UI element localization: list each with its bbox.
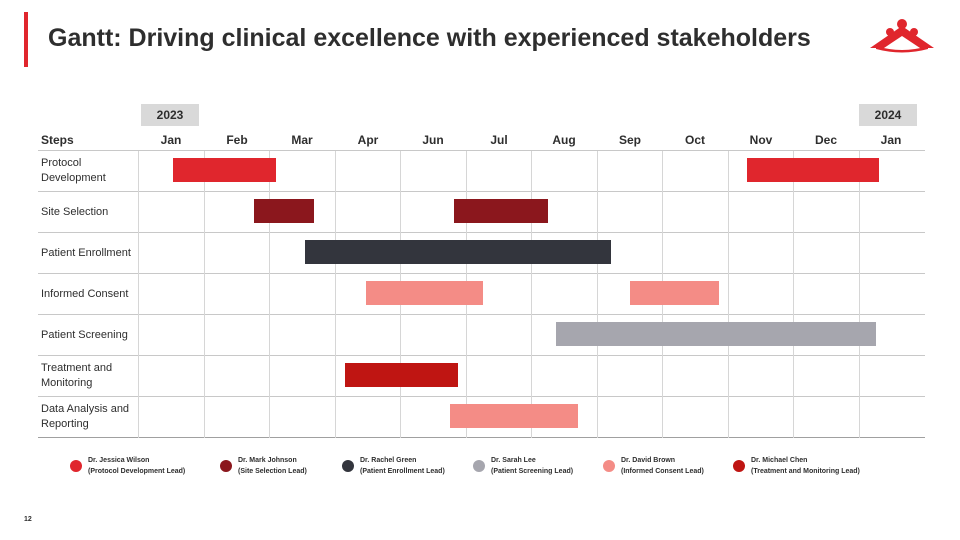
- grid-row-line: [38, 273, 925, 274]
- gantt-bar-protocol-development[interactable]: [747, 158, 879, 182]
- grid-row-line: [38, 437, 925, 438]
- legend-item: Dr. Rachel Green (Patient Enrollment Lead…: [342, 455, 445, 477]
- gantt-bar-protocol-development[interactable]: [173, 158, 276, 182]
- legend-dot-icon: [603, 460, 615, 472]
- grid-row-line: [38, 396, 925, 397]
- legend-item: Dr. Jessica Wilson (Protocol Development …: [70, 455, 185, 477]
- month-header: Jan: [880, 133, 902, 147]
- grid-row-line: [38, 150, 925, 151]
- step-label-site-selection: Site Selection: [41, 206, 109, 218]
- grid-column-line: [597, 151, 598, 438]
- step-label-treatment-monitoring: Treatment and Monitoring: [41, 362, 113, 389]
- month-header: Jan: [160, 133, 182, 147]
- step-label-protocol-development: Protocol Development: [41, 157, 106, 184]
- page-title: Gantt: Driving clinical excellence with …: [48, 24, 811, 52]
- legend-name: Dr. Michael Chen: [751, 457, 808, 464]
- legend-dot-icon: [342, 460, 354, 472]
- legend-name: Dr. Rachel Green: [360, 457, 417, 464]
- legend-dot-icon: [473, 460, 485, 472]
- step-label-informed-consent: Informed Consent: [41, 288, 129, 300]
- month-header: Apr: [357, 133, 379, 147]
- grid-row-line: [38, 314, 925, 315]
- legend-dot-icon: [733, 460, 745, 472]
- step-label-patient-enrollment: Patient Enrollment: [41, 247, 131, 259]
- legend-name: Dr. Mark Johnson: [238, 457, 297, 464]
- gantt-bar-data-analysis-reporting[interactable]: [450, 404, 578, 428]
- gantt-bar-patient-screening[interactable]: [556, 322, 876, 346]
- grid-column-line: [531, 151, 532, 438]
- legend-role: (Treatment and Monitoring Lead): [751, 468, 860, 475]
- month-header: Mar: [291, 133, 313, 147]
- grid-row-line: [38, 232, 925, 233]
- month-header: Jul: [490, 133, 508, 147]
- grid-column-line: [138, 151, 139, 438]
- gantt-bar-site-selection[interactable]: [254, 199, 314, 223]
- company-logo-icon: [870, 19, 934, 53]
- legend-dot-icon: [220, 460, 232, 472]
- legend-role: (Site Selection Lead): [238, 468, 307, 475]
- step-label-data-analysis-reporting: Data Analysis and Reporting: [41, 403, 130, 430]
- legend-item: Dr. Michael Chen (Treatment and Monitorin…: [733, 455, 860, 477]
- grid-row-line: [38, 355, 925, 356]
- month-header: Sep: [618, 133, 641, 147]
- grid-column-line: [793, 151, 794, 438]
- month-header: Feb: [226, 133, 248, 147]
- month-header: Aug: [552, 133, 576, 147]
- grid-row-line: [38, 191, 925, 192]
- year-label-2024: 2024: [859, 104, 917, 126]
- page-number: 12: [24, 516, 32, 523]
- legend-dot-icon: [70, 460, 82, 472]
- legend-item: Dr. Sarah Lee (Patient Screening Lead): [473, 455, 573, 477]
- grid-column-line: [728, 151, 729, 438]
- year-label-2023: 2023: [141, 104, 199, 126]
- gantt-bar-informed-consent[interactable]: [366, 281, 483, 305]
- month-header: Oct: [684, 133, 705, 147]
- gantt-bar-informed-consent[interactable]: [630, 281, 719, 305]
- legend-name: Dr. Sarah Lee: [491, 457, 536, 464]
- grid-column-line: [269, 151, 270, 438]
- grid-column-line: [204, 151, 205, 438]
- legend-role: (Patient Enrollment Lead): [360, 468, 445, 475]
- legend-name: Dr. David Brown: [621, 457, 676, 464]
- steps-column-header: Steps: [41, 133, 74, 147]
- legend-role: (Patient Screening Lead): [491, 468, 574, 475]
- month-header: Dec: [814, 133, 837, 147]
- gantt-bar-patient-enrollment[interactable]: [305, 240, 611, 264]
- legend-role: (Informed Consent Lead): [621, 468, 704, 475]
- grid-column-line: [335, 151, 336, 438]
- month-header: Jun: [422, 133, 444, 147]
- legend-name: Dr. Jessica Wilson: [88, 457, 150, 464]
- gantt-bar-treatment-monitoring[interactable]: [345, 363, 458, 387]
- month-header: Nov: [749, 133, 773, 147]
- gantt-bar-site-selection[interactable]: [454, 199, 548, 223]
- legend-role: (Protocol Development Lead): [88, 468, 186, 475]
- grid-column-line: [859, 151, 860, 438]
- legend-item: Dr. David Brown (Informed Consent Lead): [603, 455, 704, 477]
- title-accent-bar: [24, 12, 28, 67]
- step-label-patient-screening: Patient Screening: [41, 329, 128, 341]
- legend-item: Dr. Mark Johnson (Site Selection Lead): [220, 455, 307, 477]
